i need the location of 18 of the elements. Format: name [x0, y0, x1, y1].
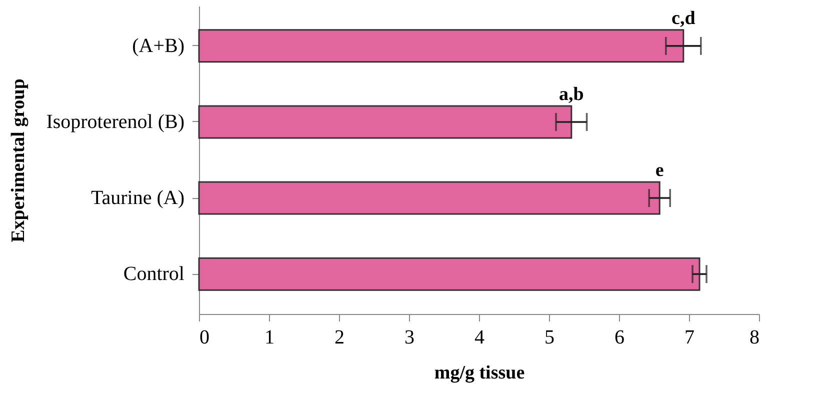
y-tick-label: Control — [123, 263, 185, 286]
x-tick-label: 8 — [750, 326, 760, 348]
y-tick-label: Isoproterenol (B) — [46, 110, 184, 133]
y-axis-title: Experimental group — [8, 78, 30, 242]
y-tick-label: Taurine (A) — [90, 187, 184, 210]
annotation: c,d — [672, 8, 696, 29]
x-tick-label: 5 — [544, 326, 554, 348]
x-tick-label: 3 — [404, 326, 414, 348]
y-tick-label: (A+B) — [132, 34, 184, 57]
x-tick-label: 6 — [614, 326, 624, 348]
x-tick-label: 4 — [474, 326, 484, 348]
x-tick-label: 0 — [200, 326, 210, 348]
x-tick-label: 2 — [334, 326, 344, 348]
annotation: e — [655, 160, 664, 182]
annotation: a,b — [558, 84, 584, 105]
x-tick-label: 7 — [684, 326, 694, 348]
x-tick-label: 1 — [264, 326, 274, 348]
x-axis-title: mg/g tissue — [434, 362, 525, 384]
